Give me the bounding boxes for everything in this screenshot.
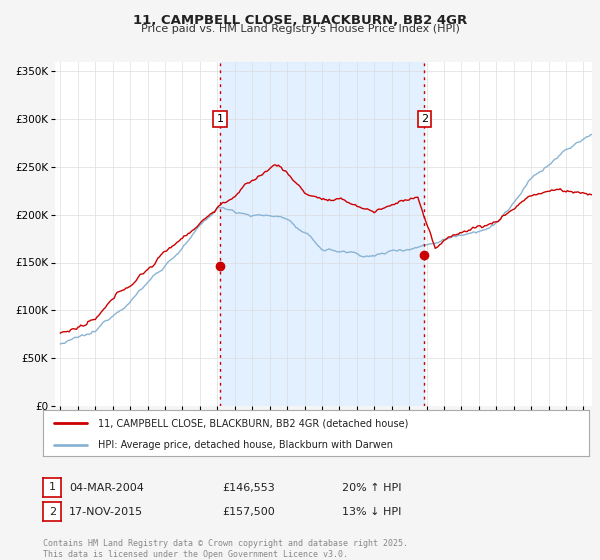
Text: 11, CAMPBELL CLOSE, BLACKBURN, BB2 4GR (detached house): 11, CAMPBELL CLOSE, BLACKBURN, BB2 4GR (…	[98, 418, 408, 428]
Text: Contains HM Land Registry data © Crown copyright and database right 2025.
This d: Contains HM Land Registry data © Crown c…	[43, 539, 408, 559]
Text: 1: 1	[217, 114, 224, 124]
Text: 1: 1	[49, 483, 56, 492]
Text: Price paid vs. HM Land Registry's House Price Index (HPI): Price paid vs. HM Land Registry's House …	[140, 24, 460, 34]
Text: 04-MAR-2004: 04-MAR-2004	[69, 483, 144, 493]
Text: 2: 2	[49, 507, 56, 516]
Text: 13% ↓ HPI: 13% ↓ HPI	[342, 507, 401, 517]
Text: HPI: Average price, detached house, Blackburn with Darwen: HPI: Average price, detached house, Blac…	[98, 440, 393, 450]
Text: £157,500: £157,500	[222, 507, 275, 517]
Text: 17-NOV-2015: 17-NOV-2015	[69, 507, 143, 517]
Text: 20% ↑ HPI: 20% ↑ HPI	[342, 483, 401, 493]
Text: 11, CAMPBELL CLOSE, BLACKBURN, BB2 4GR: 11, CAMPBELL CLOSE, BLACKBURN, BB2 4GR	[133, 14, 467, 27]
Text: 2: 2	[421, 114, 428, 124]
Bar	[220, 62, 424, 406]
Text: £146,553: £146,553	[222, 483, 275, 493]
